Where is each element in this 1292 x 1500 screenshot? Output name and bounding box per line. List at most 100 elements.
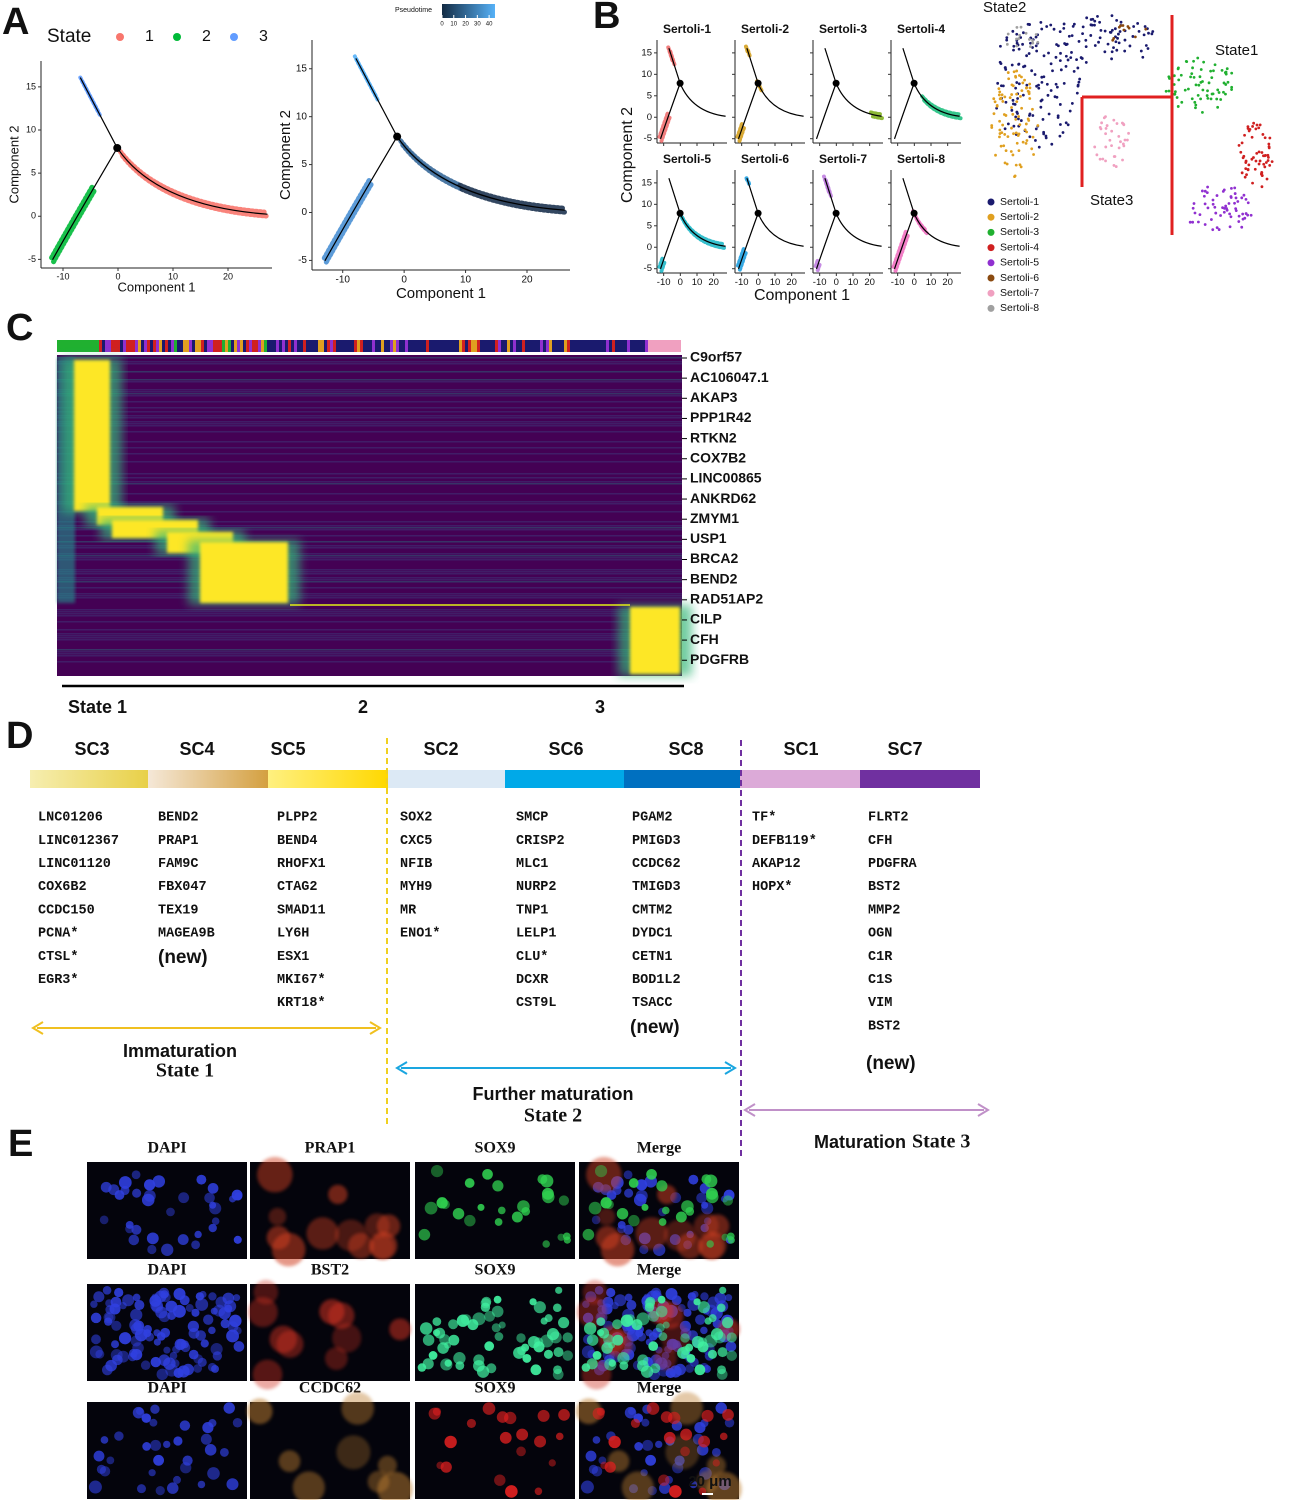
tsne-cell [1010,63,1014,67]
tsne-cell [1025,139,1029,142]
y-axis-title: Component 2 [6,125,21,203]
nucleus [215,1296,227,1308]
tsne-cell [1164,89,1168,93]
tsne-cell [1020,75,1023,79]
nucleus [494,1218,503,1226]
tsne-cell [999,144,1003,148]
tsne-cell [1123,49,1127,53]
nucleus [153,1338,161,1346]
heatmap-row [57,395,682,397]
annotation-cell [516,340,519,352]
nucleus [422,1334,435,1346]
annotation-cell [276,340,279,352]
annotation-cell [450,340,453,352]
tsne-cell [1230,71,1234,75]
nucleus [665,1287,678,1300]
nucleus [722,1317,734,1329]
tsne-cell [1067,34,1071,38]
legend-label: 2 [202,28,211,45]
nucleus [278,1450,301,1473]
tsne-cell [1180,100,1184,104]
y-tick-label: 0 [31,211,36,221]
tsne-cell [1090,23,1094,27]
gene-label: FBX047 [158,880,207,895]
gene-label: PLPP2 [277,811,318,826]
annotation-cell [549,340,552,352]
tsne-cell [1006,135,1010,139]
y-tick-label: 0 [647,242,652,253]
tsne-cell [1002,113,1006,116]
annotation-cell [216,340,219,352]
nucleus [558,1195,570,1206]
annotation-cell [171,340,174,352]
nucleus [136,1484,146,1494]
scale-bar-label: 20 μm [688,1473,731,1490]
heatmap-row [57,545,682,547]
tsne-cell [1070,34,1074,38]
nucleus [226,1478,239,1491]
nucleus [130,1322,144,1336]
tsne-cell [1264,161,1268,164]
gene-label: RHOFX1 [277,857,326,872]
tsne-cell [1004,149,1008,153]
nucleus [705,1187,718,1200]
heatmap-row [57,411,682,413]
tsne-cell [1132,25,1136,28]
tsne-cell [1058,59,1062,63]
tsne-cell [1137,30,1141,33]
x-tick-label: -10 [813,277,827,288]
tsne-cell [1253,167,1257,171]
stage-title: Maturation [814,1132,906,1152]
trajectory-branch [324,136,398,262]
annotation-cell [429,340,432,352]
tsne-cell [1240,171,1244,175]
tsne-cell [1110,57,1113,61]
tsne-cell [1017,115,1020,118]
heatmap-row [57,655,682,657]
nucleus [707,1349,717,1359]
nucleus [635,1179,648,1191]
tsne-cell [1020,89,1024,92]
nucleus [149,1418,158,1427]
annotation-cell [99,340,102,352]
tsne-cell [1117,32,1120,36]
annotation-cell [228,340,231,352]
legend-swatch [116,33,124,41]
tsne-cell [1243,175,1247,179]
nucleus [645,1454,656,1466]
annotation-cell [507,340,510,352]
tsne-cell [1224,72,1228,76]
tsne-cell [1258,159,1262,163]
tsne-cell [1268,136,1272,140]
nucleus [232,1417,243,1428]
nucleus [185,1304,194,1312]
heatmap-row [57,379,682,381]
tsne-cell [1025,130,1029,134]
tsne-cell [1081,32,1084,36]
tsne-cell [1210,218,1213,221]
nucleus [208,1292,217,1301]
nucleus [161,1243,174,1256]
trajectory-branch [679,213,726,247]
tsne-cell [995,104,999,108]
gene-label: LELP1 [516,927,557,942]
x-tick-label: 20 [521,275,533,286]
tsne-cell [1215,226,1219,230]
tsne-cell [1173,90,1177,94]
tsne-cell [1029,45,1032,49]
tsne-cell [1216,88,1220,92]
tsne-cell [1219,98,1223,101]
tsne-cell [1015,141,1019,145]
annotation-cell [654,340,657,352]
annotation-cell [405,340,408,352]
arrow-head [395,1061,408,1075]
nucleus [534,1435,547,1448]
nucleus [224,1304,233,1313]
annotation-cell [84,340,87,352]
tsne-cell [1260,151,1264,154]
tsne-cell [997,87,1001,90]
annotation-cell [180,340,183,352]
annotation-cell [591,340,594,352]
tsne-cell [1098,20,1102,24]
tsne-cell [1112,46,1115,50]
